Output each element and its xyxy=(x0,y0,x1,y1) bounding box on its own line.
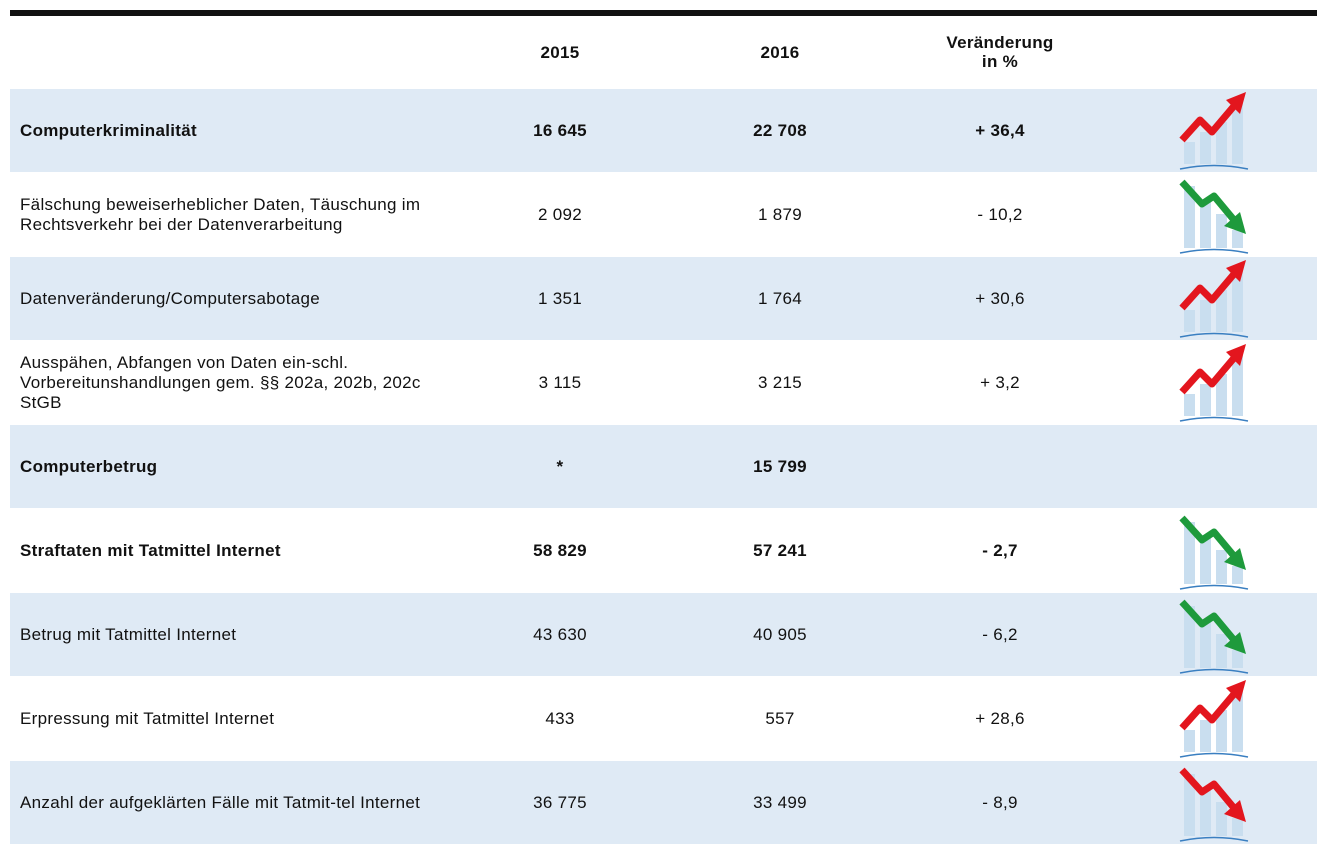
icon-bar xyxy=(1216,634,1227,668)
icon-base xyxy=(1180,669,1248,673)
value-cell: - 8,9 xyxy=(890,761,1110,844)
value-cell: 16 645 xyxy=(450,89,670,173)
trend-icon xyxy=(1178,90,1250,172)
trend-icon xyxy=(1178,342,1250,424)
value-cell: 3 115 xyxy=(450,341,670,425)
icon-bar xyxy=(1184,394,1195,416)
value-cell: * xyxy=(450,425,670,509)
trend-cell xyxy=(1110,593,1317,677)
value-cell: 557 xyxy=(670,677,890,761)
value-cell: 36 775 xyxy=(450,761,670,844)
trend-cell xyxy=(1110,509,1317,593)
trend-cell xyxy=(1110,89,1317,173)
row-label: Datenveränderung/Computersabotage xyxy=(10,257,450,341)
icon-bar xyxy=(1184,310,1195,332)
value-cell: + 36,4 xyxy=(890,89,1110,173)
icon-base xyxy=(1180,249,1248,253)
icon-bar xyxy=(1232,230,1243,248)
value-cell: 15 799 xyxy=(670,425,890,509)
header-cell: 2015 xyxy=(450,16,670,89)
icon-base xyxy=(1180,165,1248,169)
trend-cell xyxy=(1110,425,1317,509)
icon-bar xyxy=(1232,818,1243,836)
value-cell: + 3,2 xyxy=(890,341,1110,425)
icon-bar xyxy=(1216,550,1227,584)
icon-base xyxy=(1180,417,1248,421)
value-cell: 58 829 xyxy=(450,509,670,593)
value-cell xyxy=(890,425,1110,509)
value-cell: + 30,6 xyxy=(890,257,1110,341)
trend-icon xyxy=(1178,258,1250,340)
icon-base xyxy=(1180,585,1248,589)
icon-base xyxy=(1180,753,1248,757)
value-cell: 43 630 xyxy=(450,593,670,677)
value-cell: 57 241 xyxy=(670,509,890,593)
value-cell: 3 215 xyxy=(670,341,890,425)
header-cell-icon xyxy=(1110,16,1317,89)
icon-bar xyxy=(1232,650,1243,668)
trend-cell xyxy=(1110,257,1317,341)
trend-cell xyxy=(1110,761,1317,844)
table-row: Fälschung beweiserheblicher Daten, Täusc… xyxy=(10,173,1317,257)
icon-bar xyxy=(1200,300,1211,332)
header-cell xyxy=(10,16,450,89)
icon-bar xyxy=(1200,132,1211,164)
row-label: Computerbetrug xyxy=(10,425,450,509)
row-label: Betrug mit Tatmittel Internet xyxy=(10,593,450,677)
icon-bar xyxy=(1232,566,1243,584)
value-cell: 33 499 xyxy=(670,761,890,844)
table-row: Anzahl der aufgeklärten Fälle mit Tatmit… xyxy=(10,761,1317,844)
icon-bar xyxy=(1216,214,1227,248)
trend-icon xyxy=(1178,678,1250,760)
trend-cell xyxy=(1110,173,1317,257)
table-row: Computerbetrug*15 799 xyxy=(10,425,1317,509)
icon-bar xyxy=(1184,730,1195,752)
row-label: Fälschung beweiserheblicher Daten, Täusc… xyxy=(10,173,450,257)
header-cell: 2016 xyxy=(670,16,890,89)
trend-icon xyxy=(1178,510,1250,592)
trend-icon xyxy=(1178,174,1250,256)
row-label: Computerkriminalität xyxy=(10,89,450,173)
value-cell: 1 879 xyxy=(670,173,890,257)
trend-icon xyxy=(1178,594,1250,676)
icon-base xyxy=(1180,333,1248,337)
table-row: Ausspähen, Abfangen von Daten ein-schl. … xyxy=(10,341,1317,425)
value-cell: 433 xyxy=(450,677,670,761)
row-label: Ausspähen, Abfangen von Daten ein-schl. … xyxy=(10,341,450,425)
value-cell: 1 764 xyxy=(670,257,890,341)
trend-icon xyxy=(1178,762,1250,844)
icon-bar xyxy=(1200,384,1211,416)
row-label: Erpressung mit Tatmittel Internet xyxy=(10,677,450,761)
row-label: Anzahl der aufgeklärten Fälle mit Tatmit… xyxy=(10,761,450,844)
trend-cell xyxy=(1110,341,1317,425)
value-cell: - 2,7 xyxy=(890,509,1110,593)
value-cell: 1 351 xyxy=(450,257,670,341)
icon-bar xyxy=(1216,802,1227,836)
header-cell: Veränderung in % xyxy=(890,16,1110,89)
icon-bar xyxy=(1184,142,1195,164)
icon-bar xyxy=(1200,720,1211,752)
trend-cell xyxy=(1110,677,1317,761)
icon-base xyxy=(1180,837,1248,841)
value-cell: 2 092 xyxy=(450,173,670,257)
value-cell: - 6,2 xyxy=(890,593,1110,677)
row-label: Straftaten mit Tatmittel Internet xyxy=(10,509,450,593)
value-cell: - 10,2 xyxy=(890,173,1110,257)
value-cell: 40 905 xyxy=(670,593,890,677)
value-cell: 22 708 xyxy=(670,89,890,173)
value-cell: + 28,6 xyxy=(890,677,1110,761)
